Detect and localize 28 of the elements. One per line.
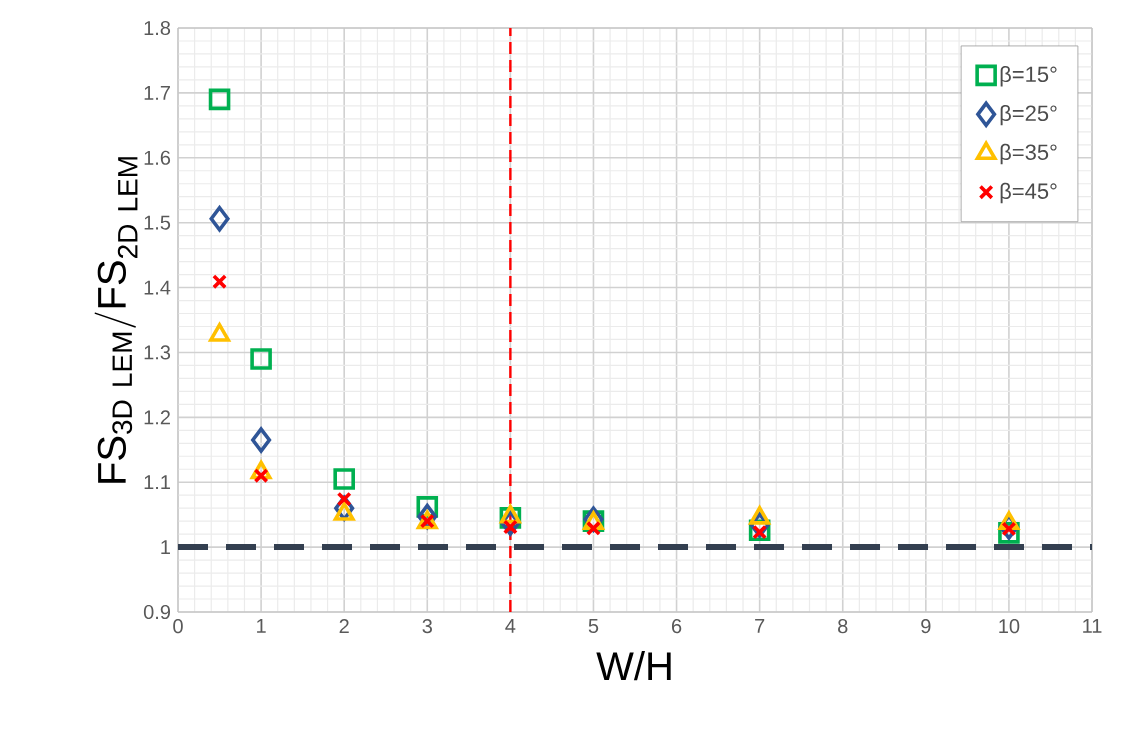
x-tick-label: 0: [173, 619, 183, 634]
x-tick-label: 11: [1083, 619, 1102, 633]
x-tick-label: 7: [755, 619, 765, 633]
y-tick-label: 1.8: [144, 20, 171, 36]
y-tick-label: 1.3: [144, 345, 171, 360]
y-tick-label: 1.5: [144, 215, 171, 230]
legend-label: β=25°: [1000, 104, 1057, 126]
x-tick-label: 5: [588, 619, 599, 634]
legend-label: β=15°: [1000, 65, 1057, 87]
x-tick-label: 9: [921, 619, 931, 634]
x-tick-label: 1: [257, 619, 266, 633]
x-tick-label: 3: [422, 619, 432, 634]
y-tick-label: 1.2: [144, 410, 170, 425]
y-tick-label: 0.9: [143, 604, 171, 620]
y-tick-label: 1.7: [144, 86, 170, 100]
x-tick-label: 4: [505, 619, 516, 633]
legend-label: β=45°: [1000, 182, 1057, 204]
x-tick-label: 10: [999, 619, 1020, 634]
y-tick-label: 1: [161, 540, 170, 554]
x-tick-label: 8: [838, 619, 848, 634]
x-tick-label: 6: [672, 619, 682, 634]
x-axis-title: W/H: [596, 650, 671, 681]
y-tick-label: 1.6: [144, 150, 171, 165]
legend-label: β=35°: [1000, 143, 1057, 165]
x-tick-label: 2: [339, 619, 349, 634]
y-tick-label: 1.1: [144, 475, 170, 490]
y-axis-title: $\mathrm{FS}_{\mathrm{3D\ LEM}}\mathrm{/FS}_{\mathrm{2D\ LEM}}$: [94, 157, 138, 483]
y-tick-label: 1.4: [144, 280, 171, 295]
